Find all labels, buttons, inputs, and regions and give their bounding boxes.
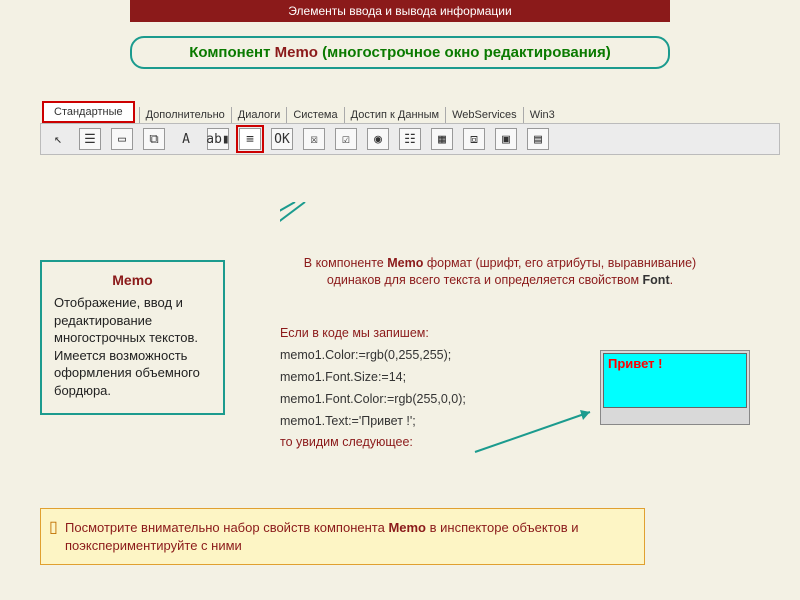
note-memo-word: Memo [388,520,426,535]
tab-5[interactable]: WebServices [445,107,523,123]
tab-0[interactable]: Стандартные [42,101,135,123]
title-part1: Компонент [189,44,274,61]
edit-icon[interactable]: ab▮ [207,128,229,150]
tab-3[interactable]: Система [286,107,343,123]
memo-icon[interactable]: ≡ [239,128,261,150]
code-line: memo1.Font.Color:=rgb(255,0,0); [280,389,590,411]
panel-icon[interactable]: ▤ [527,128,549,150]
note-box: ▯ Посмотрите внимательно набор свойств к… [40,508,645,565]
format-p1a: В компоненте [304,256,387,270]
mainmenu-icon[interactable]: ☰ [79,128,101,150]
format-memo-word: Memo [387,256,423,270]
radiobutton-icon[interactable]: ◉ [367,128,389,150]
result-panel: Привет ! [600,350,750,425]
togglebox-icon[interactable]: ☒ [303,128,325,150]
note-bullet-icon: ▯ [49,517,58,539]
button-icon[interactable]: OK [271,128,293,150]
code-line: memo1.Color:=rgb(0,255,255); [280,345,590,367]
tab-2[interactable]: Диалоги [231,107,287,123]
code-intro: Если в коде мы запишем: [280,323,590,345]
code-outro: то увидим следующее: [280,432,590,454]
page-header: Элементы ввода и вывода информации [130,0,670,22]
title-memo: Memo [275,44,318,61]
format-font-word: Font [643,273,670,287]
combobox-icon[interactable]: ▦ [431,128,453,150]
checkgroup-icon[interactable]: ▣ [495,128,517,150]
title-part2: (многострочное окно редактирования) [318,44,611,61]
groupbox-icon[interactable]: ⧉ [143,128,165,150]
tab-1[interactable]: Дополнительно [139,107,231,123]
format-p1c: . [670,273,673,287]
tab-row: СтандартныеДополнительноДиалогиСистемаДо… [40,101,780,123]
component-palette: ↖ ☰ ▭ ⧉ Aab▮ ≡ OK ☒ ☑ ◉ ☷ ▦ ⧈ ▣ ▤ [40,123,780,155]
code-block: Если в коде мы запишем: memo1.Color:=rgb… [280,323,590,454]
format-description: В компоненте Memo формат (шрифт, его атр… [300,255,700,289]
checkbox-icon[interactable]: ☑ [335,128,357,150]
listbox-icon[interactable]: ☷ [399,128,421,150]
code-line: memo1.Text:='Привет !'; [280,411,590,433]
tab-4[interactable]: Достип к Данным [344,107,445,123]
label-icon[interactable]: A [175,128,197,150]
memo-heading: Memo [54,272,211,288]
tab-6[interactable]: Win3 [523,107,561,123]
memo-description-box: Memo Отображение, ввод и редактирование … [40,260,225,415]
code-line: memo1.Font.Size:=14; [280,367,590,389]
result-text: Привет ! [608,356,662,371]
popupmenu-icon[interactable]: ▭ [111,128,133,150]
radiogroup-icon[interactable]: ⧈ [463,128,485,150]
toolbar-region: СтандартныеДополнительноДиалогиСистемаДо… [40,101,780,155]
memo-desc: Отображение, ввод и редактирование много… [54,294,211,399]
note-text-a: Посмотрите внимательно набор свойств ком… [65,520,388,535]
header-title: Элементы ввода и вывода информации [288,4,511,18]
title-box: Компонент Memo (многострочное окно редак… [130,36,670,69]
result-memo: Привет ! [603,353,747,408]
pointer-icon[interactable]: ↖ [47,128,69,150]
